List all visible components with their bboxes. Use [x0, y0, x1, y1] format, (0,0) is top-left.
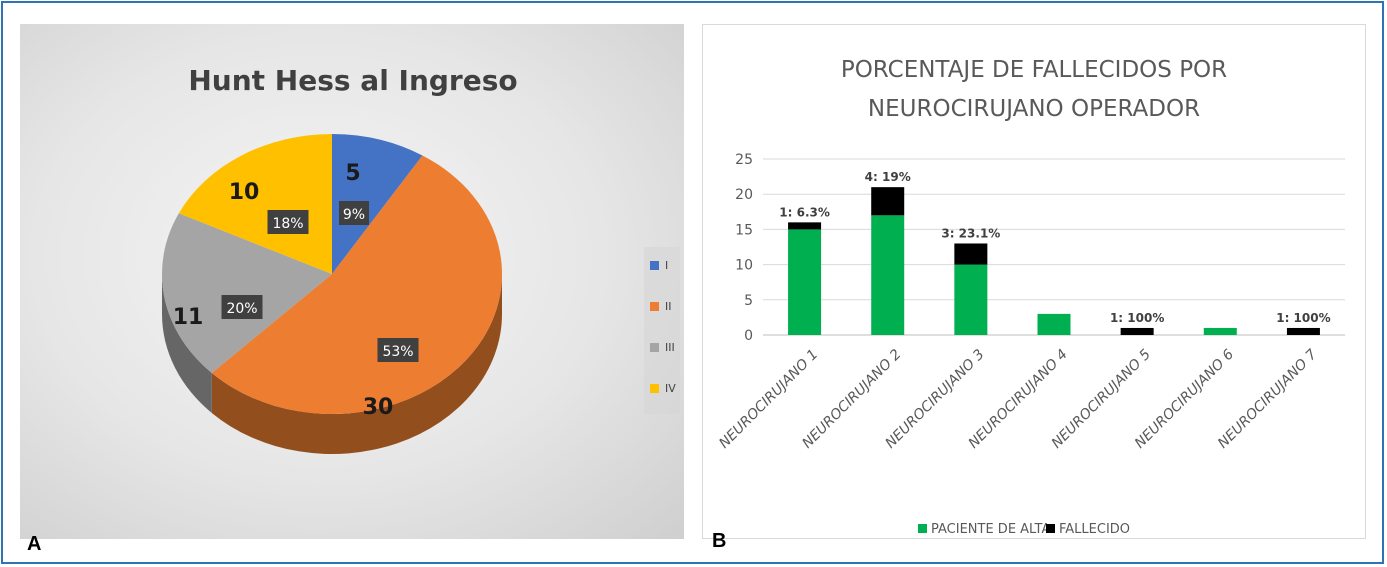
bar-alta-1 [788, 229, 822, 335]
pie-percent-box-IV [267, 210, 309, 234]
pie-slice-II [211, 155, 502, 415]
pie-percent-label-II: 53% [382, 344, 413, 360]
pie-percent-box-III [221, 295, 263, 319]
data-label-1: 1: 6.3% [779, 205, 830, 219]
pie-percent-box-I [339, 201, 369, 225]
bar-title-line-1: PORCENTAJE DE FALLECIDOS POR [841, 57, 1227, 83]
pie-legend-swatch-I [650, 261, 659, 270]
bar-chart: PORCENTAJE DE FALLECIDOS POR NEUROCIRUJAN… [716, 57, 1345, 537]
y-tick-label-5: 5 [744, 293, 753, 309]
data-label-3: 3: 23.1% [941, 226, 1000, 240]
pie-legend-label-IV: IV [665, 382, 676, 395]
data-label-5: 1: 100% [1110, 311, 1164, 325]
pie-slice-I [332, 134, 423, 274]
pie-percent-box-II [377, 338, 419, 362]
data-label-7: 1: 100% [1276, 311, 1330, 325]
panel-b: PORCENTAJE DE FALLECIDOS POR NEUROCIRUJAN… [702, 24, 1366, 539]
bar-fallecido-7 [1286, 327, 1320, 335]
bar-alta-6 [1203, 327, 1237, 335]
y-tick-label-15: 15 [735, 222, 753, 238]
bar-title-line-2: NEUROCIRUJANO OPERADOR [868, 96, 1200, 122]
pie-legend-swatch-III [650, 343, 659, 352]
pie-legend-swatch-IV [650, 384, 659, 393]
pie-percent-label-III: 20% [226, 301, 257, 317]
panel-a-label: A [27, 533, 42, 555]
bar-fallecido-2 [871, 187, 905, 216]
pie-side-II [211, 274, 502, 455]
bar-alta-2 [871, 215, 905, 335]
bar-alta-3 [954, 264, 988, 335]
pie-side-III [162, 274, 212, 413]
bar-fallecido-3 [954, 243, 988, 265]
pie-legend-label-II: II [665, 300, 672, 313]
pie-percent-label-I: 9% [343, 207, 365, 223]
pie-legend-swatch-II [650, 302, 659, 311]
legend-label-alta: PACIENTE DE ALTA [931, 522, 1050, 537]
legend-swatch-alta [918, 524, 927, 533]
y-tick-label-20: 20 [735, 187, 753, 203]
pie-legend-label-III: III [665, 341, 675, 354]
y-tick-label-0: 0 [744, 328, 753, 344]
pie-value-label-IV: 10 [229, 180, 260, 205]
panel-a: Hunt Hess al Ingreso 5 9% 30 53% 11 20% 10 18% I I… [20, 24, 684, 539]
data-label-2: 4: 19% [865, 170, 911, 184]
pie-title: Hunt Hess al Ingreso [188, 64, 517, 97]
y-tick-label-25: 25 [735, 152, 753, 168]
pie-value-label-III: 11 [173, 305, 204, 330]
legend-swatch-fallecido [1046, 524, 1055, 533]
y-tick-label-10: 10 [735, 258, 753, 274]
pie-percent-label-IV: 18% [272, 216, 303, 232]
bar-fallecido-5 [1120, 327, 1154, 335]
pie-slice-IV [178, 134, 332, 274]
pie-legend-label-I: I [665, 259, 668, 272]
pie-value-label-I: 5 [345, 161, 360, 186]
panel-b-label: B [712, 530, 727, 552]
pie-slice-III [162, 213, 332, 373]
pie-value-label-II: 30 [363, 395, 394, 420]
bar-alta-4 [1037, 313, 1071, 335]
bar-fallecido-1 [788, 222, 822, 230]
legend-label-fallecido: FALLECIDO [1059, 522, 1130, 537]
